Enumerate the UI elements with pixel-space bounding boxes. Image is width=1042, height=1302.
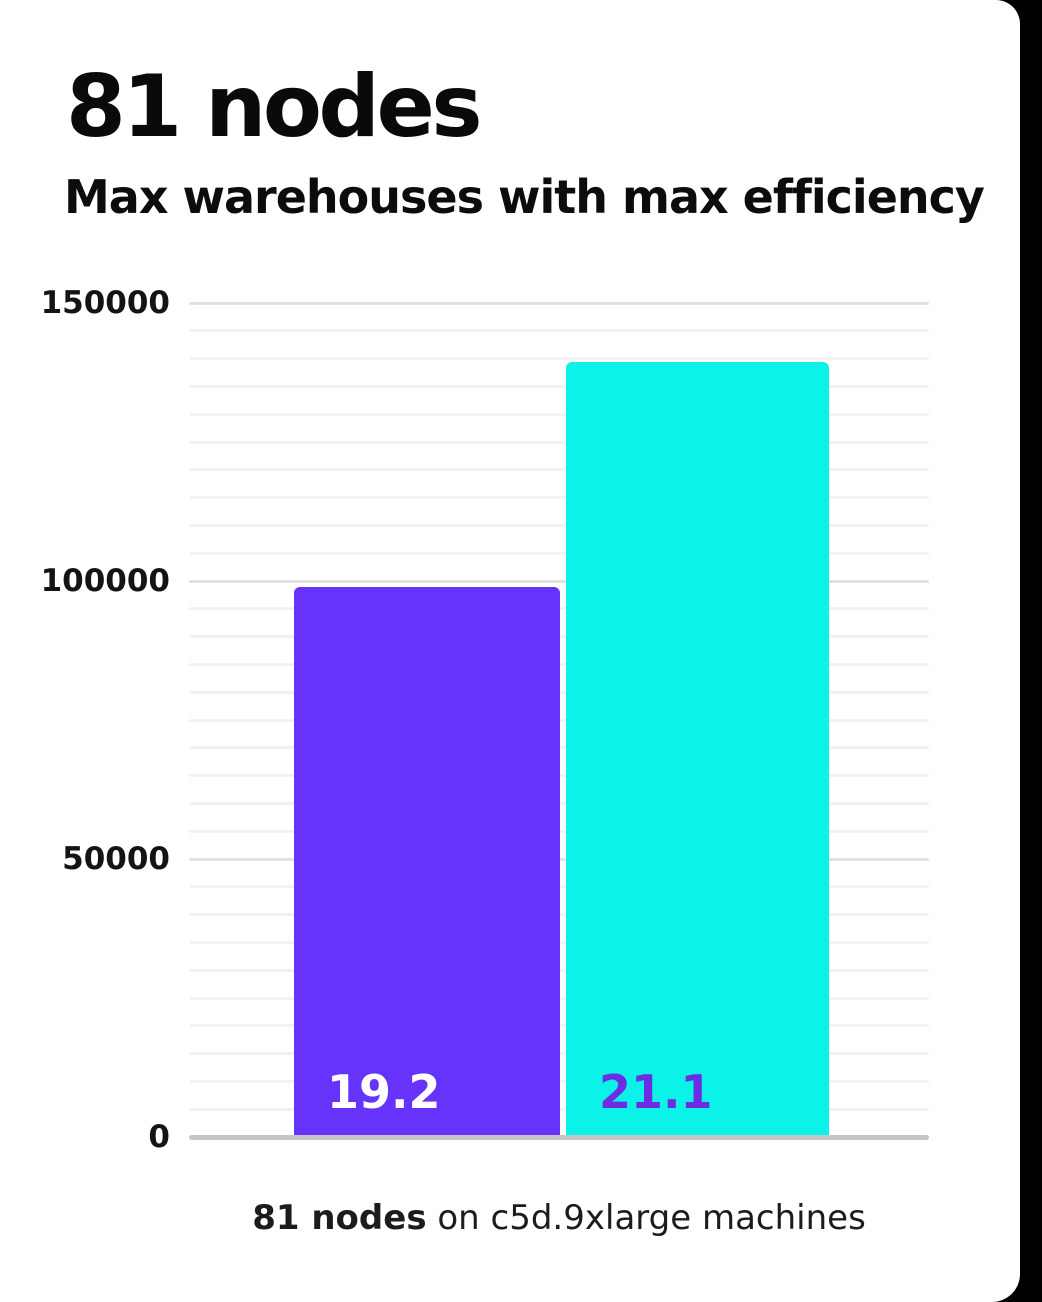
gridline-major (189, 579, 929, 583)
bar-label-21-1: 21.1 (599, 1065, 713, 1119)
x-axis-baseline (189, 1135, 929, 1140)
chart-subtitle: Max warehouses with max efficiency (64, 170, 985, 224)
y-tick-label-150000: 150000 (40, 285, 170, 321)
y-tick-label-100000: 100000 (40, 563, 170, 599)
caption-machine-type: on c5d.9xlarge machines (426, 1198, 866, 1238)
gridline-minor (189, 440, 929, 444)
gridline-major (189, 301, 929, 305)
plot-area: 19.2 21.1 (189, 301, 929, 1140)
bar-version-21-1: 21.1 (566, 361, 829, 1137)
gridline-minor (189, 412, 929, 416)
y-tick-label-0: 0 (148, 1119, 170, 1155)
gridline-minor (189, 468, 929, 472)
chart-title: 81 nodes (66, 57, 483, 157)
gridline-minor (189, 357, 929, 361)
gridline-minor (189, 523, 929, 527)
chart-card: 81 nodes Max warehouses with max efficie… (0, 57, 985, 1242)
gridline-minor (189, 496, 929, 500)
gridline-minor (189, 551, 929, 555)
y-axis-labels: 0 50000 100000 150000 (0, 285, 170, 1155)
chart-caption: 81 nodes on c5d.9xlarge machines (189, 1194, 929, 1242)
bar-label-19-2: 19.2 (327, 1065, 441, 1119)
gridline-minor (189, 384, 929, 388)
caption-node-count: 81 nodes (252, 1198, 427, 1238)
bar-version-19-2: 19.2 (294, 586, 560, 1137)
gridline-minor (189, 329, 929, 333)
y-tick-label-50000: 50000 (62, 841, 170, 877)
